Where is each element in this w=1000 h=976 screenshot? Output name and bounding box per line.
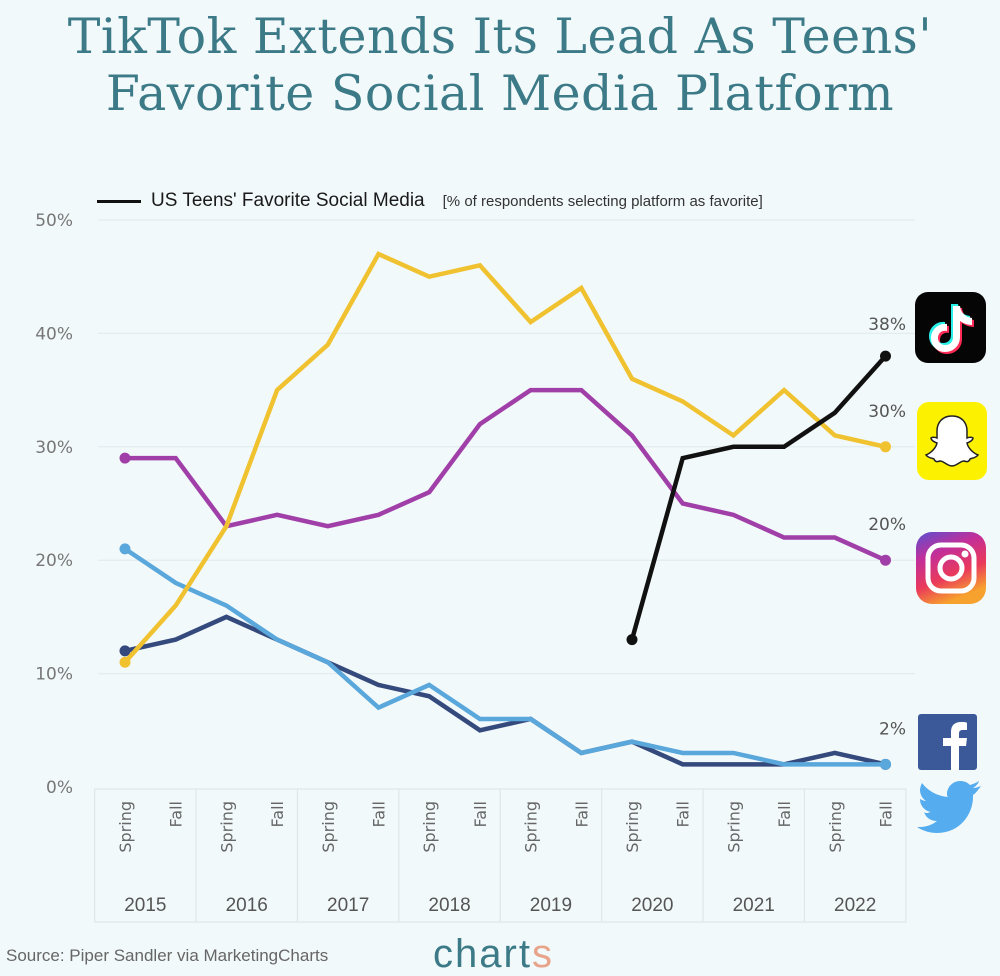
- y-tick-label: 0%: [46, 778, 73, 798]
- x-tick-season: Spring: [826, 801, 845, 853]
- start-point-snapchat: [119, 656, 131, 668]
- x-tick-season: Spring: [623, 801, 642, 853]
- series-tiktok: [626, 350, 891, 646]
- y-tick-label: 40%: [35, 324, 73, 344]
- x-tick-season: Fall: [572, 801, 591, 827]
- source-note: Source: Piper Sandler via MarketingChart…: [6, 946, 329, 965]
- x-tick-year: 2015: [124, 895, 166, 916]
- y-tick-label: 50%: [35, 211, 73, 231]
- snapchat-icon: [917, 402, 987, 480]
- legend-subtitle: [% of respondents selecting platform as …: [442, 192, 763, 210]
- end-point-twitter: [880, 758, 891, 770]
- x-tick-year: 2021: [733, 895, 775, 916]
- title-line-1: TikTok Extends Its Lead As Teens': [67, 8, 933, 65]
- x-tick-season: Spring: [420, 801, 439, 853]
- start-point-twitter: [119, 543, 131, 555]
- x-axis: Spring Fall Spring Fall Spring Fall Spring Fall…: [94, 788, 907, 923]
- x-tick-year: 2016: [226, 895, 268, 916]
- title-line-2: Favorite Social Media Platform: [105, 65, 895, 122]
- x-tick-season: Spring: [319, 801, 338, 853]
- end-labels: 30% 20% 2% 38%: [868, 315, 906, 739]
- line-facebook: [124, 614, 886, 767]
- x-tick-season: Spring: [522, 801, 541, 853]
- line-instagram: [125, 387, 887, 563]
- x-tick-year: 2019: [530, 895, 572, 916]
- gridlines: [98, 219, 915, 675]
- x-tick-season: Fall: [167, 801, 186, 827]
- end-label-tiktok: 38%: [868, 315, 906, 335]
- x-tick-year: 2017: [327, 895, 369, 916]
- chart-title: TikTok Extends Its Lead As Teens' Favori…: [0, 8, 1000, 122]
- end-label-instagram: 20%: [868, 515, 906, 535]
- facebook-icon: [918, 714, 977, 770]
- x-tick-season: Spring: [724, 801, 743, 853]
- x-tick-year: 2022: [834, 895, 876, 916]
- tiktok-icon: [915, 292, 986, 363]
- x-tick-season: Fall: [775, 801, 794, 827]
- legend-title: US Teens' Favorite Social Media: [151, 190, 425, 211]
- x-tick-year: 2018: [428, 895, 470, 916]
- series-snapchat: [119, 251, 891, 668]
- end-point-snapchat: [880, 441, 891, 453]
- brand-logo-text: chart: [433, 932, 532, 976]
- y-axis-ticks: 0% 10% 20% 30% 40% 50%: [35, 211, 73, 798]
- x-tick-season: Fall: [877, 801, 896, 827]
- x-tick-year: 2020: [631, 895, 673, 916]
- end-point-instagram: [880, 554, 891, 566]
- series-twitter: [119, 543, 891, 770]
- start-point-instagram: [119, 452, 131, 464]
- x-tick-season: Fall: [268, 801, 287, 827]
- line-snapchat: [123, 251, 886, 664]
- line-twitter: [123, 546, 886, 767]
- legend-swatch: [97, 199, 141, 203]
- y-tick-label: 10%: [35, 665, 73, 685]
- x-tick-season: Fall: [471, 801, 490, 827]
- series-lines: [119, 251, 891, 770]
- brand-logo-accent: s: [531, 932, 554, 976]
- x-tick-season: Fall: [370, 801, 389, 827]
- end-label-snapchat: 30%: [868, 402, 906, 422]
- start-point-tiktok: [626, 634, 638, 646]
- x-tick-season: Fall: [674, 801, 693, 827]
- y-tick-label: 20%: [35, 551, 73, 571]
- twitter-icon: [916, 780, 982, 834]
- series-instagram: [119, 387, 891, 566]
- line-tiktok: [629, 354, 888, 641]
- series-facebook: [119, 614, 891, 770]
- start-point-facebook: [119, 645, 131, 657]
- legend: US Teens' Favorite Social Media [% of re…: [97, 190, 763, 212]
- y-tick-label: 30%: [35, 438, 73, 458]
- instagram-icon: [916, 532, 986, 604]
- end-label-twitter: 2%: [879, 719, 906, 739]
- x-tick-season: Spring: [116, 801, 135, 853]
- brand-logo: charts: [433, 934, 554, 974]
- end-point-tiktok: [880, 350, 891, 362]
- x-tick-season: Spring: [217, 801, 236, 853]
